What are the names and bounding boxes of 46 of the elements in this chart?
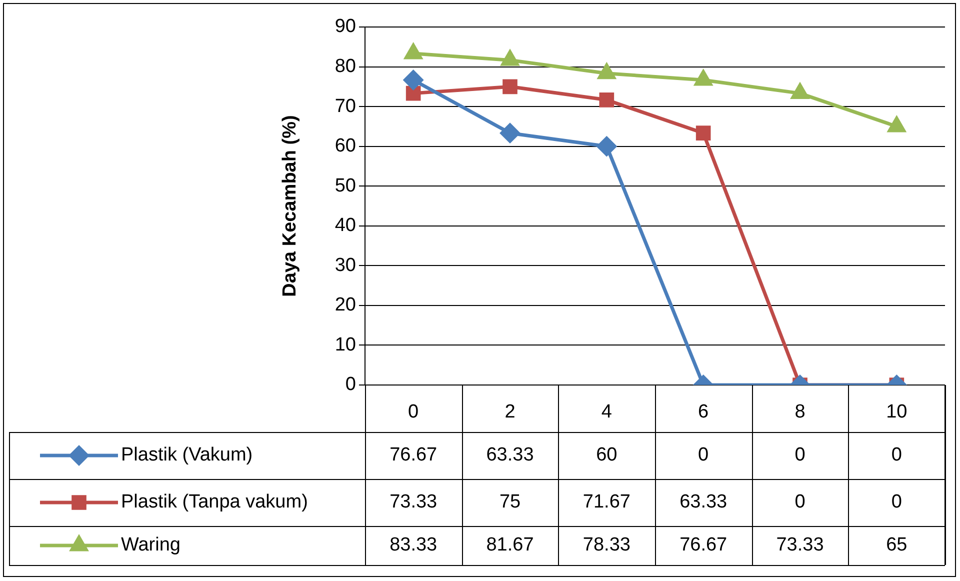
data-label: 73.33 [390,492,438,513]
x-tick-label: 0 [408,402,419,423]
point [596,136,616,156]
legend-label: Plastik (Tanpa vakum) [121,492,308,513]
data-label: 60 [596,444,618,466]
data-label: 76.67 [680,534,728,556]
y-tick-label: 60 [334,136,356,157]
y-tick-label: 40 [334,215,356,236]
data-label: 0 [891,492,902,513]
y-axis-title: Daya Kecambah (%) [280,115,301,297]
data-label: 73.33 [776,534,824,556]
x-tick-label: 4 [601,402,612,423]
data-label: 0 [698,444,709,466]
data-label: 0 [891,444,902,466]
x-tick-label: 8 [794,402,806,423]
point [404,70,424,90]
data-label: 78.33 [582,534,630,556]
x-tick-label: 2 [504,402,516,423]
y-tick-label: 10 [334,334,356,356]
y-tick-label: 30 [334,254,356,276]
data-label: 63.33 [486,444,534,466]
legend-label: Waring [121,534,180,556]
y-tick-label: 0 [345,374,356,396]
y-tick-label: 70 [334,96,356,117]
point [406,86,421,101]
data-label: 76.67 [390,444,438,466]
data-label: 75 [499,492,521,513]
point [696,126,711,140]
point [500,123,520,143]
point [502,79,518,94]
point [888,116,906,132]
data-label: 63.33 [680,492,728,513]
y-tick-label: 90 [334,16,356,38]
data-label: 0 [794,444,806,466]
legend-label: Plastik (Vakum) [121,444,253,466]
data-label: 83.33 [390,534,438,556]
y-tick-label: 20 [334,294,356,316]
data-label: 0 [794,492,806,513]
x-tick-label: 6 [698,402,709,423]
data-label: 65 [886,534,908,556]
data-label: 81.67 [486,534,534,556]
point [599,92,614,108]
y-tick-label: 80 [334,56,356,78]
data-label: 71.67 [582,492,630,513]
x-tick-label: 10 [886,402,908,423]
y-tick-label: 50 [334,175,356,196]
